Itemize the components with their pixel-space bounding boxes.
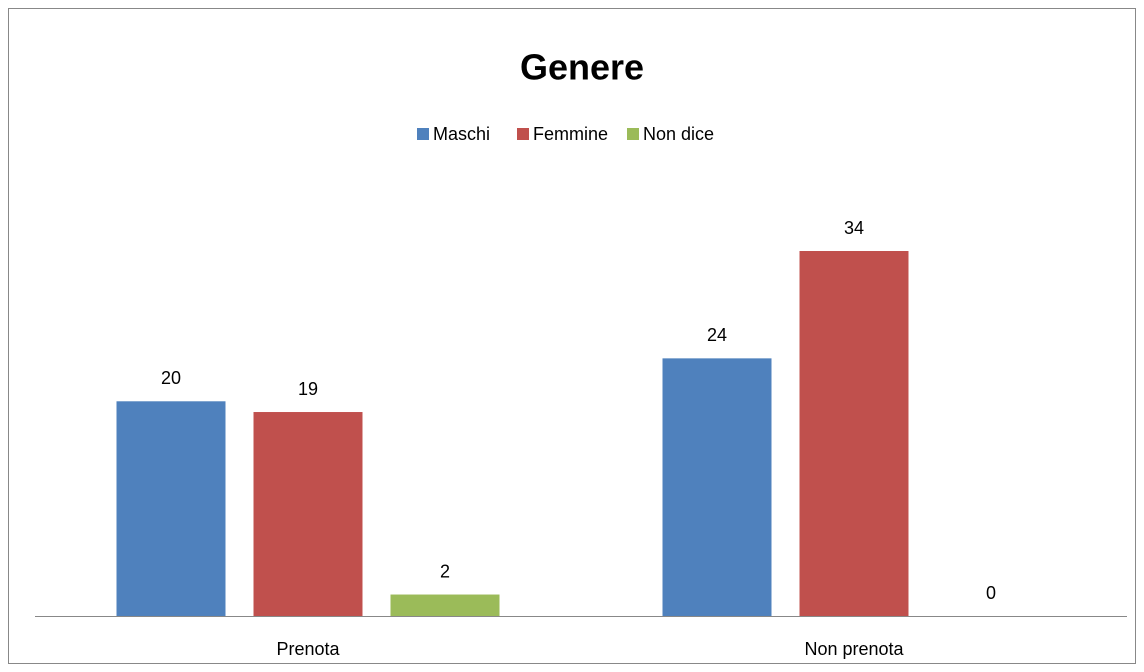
bar [390,594,500,616]
bar [662,358,772,616]
x-tick-label: Non prenota [804,639,904,659]
chart-title: Genere [520,47,644,88]
data-label: 20 [161,368,181,388]
legend-label: Maschi [433,124,490,144]
legend-label: Non dice [643,124,714,144]
data-label: 19 [298,379,318,399]
bar [799,251,909,616]
data-label: 34 [844,218,864,238]
bar [253,412,363,616]
legend-label: Femmine [533,124,608,144]
data-label: 0 [986,583,996,603]
legend-swatch [627,128,639,140]
bar [116,401,226,616]
legend-swatch [417,128,429,140]
x-tick-label: Prenota [276,639,340,659]
data-label: 2 [440,561,450,581]
data-label: 24 [707,325,727,345]
legend-swatch [517,128,529,140]
